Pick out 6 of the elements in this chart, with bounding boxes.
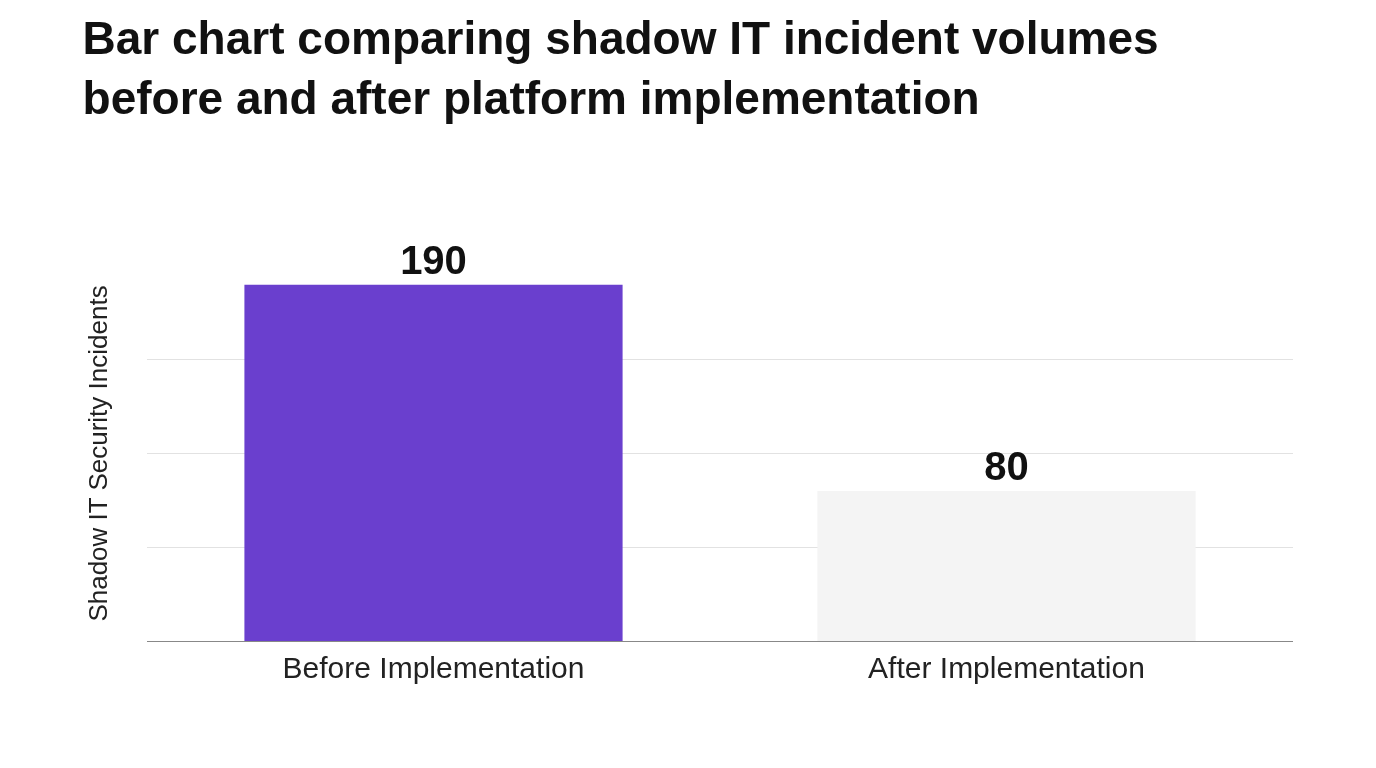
y-axis-title: Shadow IT Security Incidents: [83, 285, 114, 622]
chart-title: Bar chart comparing shadow IT incident volumes before and after platform implementation: [82, 11, 1159, 124]
x-tick-label: Before Implementation: [282, 651, 585, 684]
data-label: 80: [984, 444, 1029, 488]
data-label: 190: [400, 237, 467, 282]
x-tick-label: After Implementation: [868, 651, 1145, 684]
